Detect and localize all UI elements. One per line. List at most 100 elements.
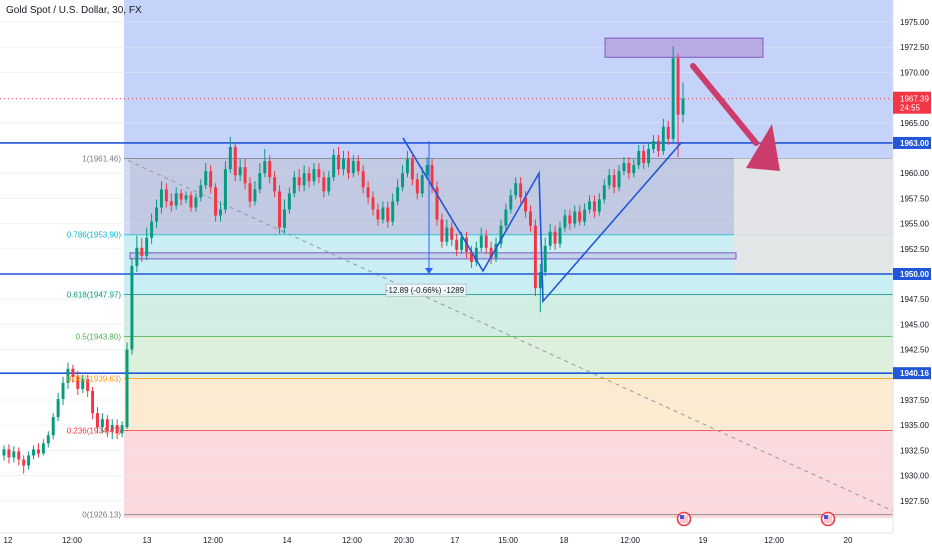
candle	[66, 362, 70, 389]
candle-body	[612, 175, 616, 188]
us-flag-icon	[820, 511, 836, 527]
candle	[509, 189, 513, 214]
candle-body	[22, 459, 26, 466]
time-tick-label: 15:00	[498, 536, 519, 545]
candle-body	[199, 185, 203, 198]
candle	[396, 179, 400, 206]
candle	[415, 173, 419, 200]
candle-body	[351, 161, 355, 174]
candle	[125, 342, 129, 430]
current-price-tag	[893, 91, 931, 114]
candle-body	[676, 58, 680, 115]
candle-body	[543, 245, 547, 272]
candle-body	[36, 449, 40, 454]
candle-body	[209, 171, 213, 188]
candle	[661, 118, 665, 156]
candle-body	[61, 382, 65, 399]
candle-body	[381, 207, 385, 220]
candle	[676, 54, 680, 158]
candle-body	[66, 368, 70, 383]
price-tick-label: 1942.50	[900, 346, 929, 355]
fib-label: 1(1961.46)	[82, 154, 121, 163]
candle-body	[32, 449, 35, 456]
candle-body	[666, 126, 670, 139]
price-tick-label: 1952.50	[900, 245, 929, 254]
candle-body	[233, 146, 237, 176]
candle	[238, 159, 242, 182]
candle	[440, 213, 444, 248]
candle	[425, 157, 429, 180]
candle	[150, 213, 154, 244]
candle	[484, 229, 488, 254]
fib-zone	[124, 430, 893, 518]
candle-body	[76, 376, 80, 389]
candle-body	[617, 171, 621, 188]
candle	[597, 193, 601, 216]
candle	[253, 181, 257, 206]
candle-body	[164, 189, 168, 202]
candle	[356, 155, 360, 176]
candle	[159, 181, 163, 214]
candle	[17, 447, 21, 466]
candle	[155, 199, 159, 228]
candle-body	[120, 425, 124, 434]
measure-arrowhead	[425, 267, 433, 274]
candle	[332, 149, 336, 182]
candle-body	[27, 455, 31, 466]
candle	[666, 120, 670, 145]
time-tick-label: 12:00	[203, 536, 224, 545]
candle	[105, 415, 109, 438]
candle	[199, 179, 203, 202]
candle-body	[647, 149, 651, 164]
candle-body	[342, 159, 345, 170]
candle-body	[484, 235, 488, 248]
candle-body	[681, 98, 685, 115]
candle	[194, 193, 198, 212]
fib-label: 0.786(1953.90)	[67, 231, 122, 240]
candle	[371, 191, 375, 216]
candle	[533, 219, 537, 297]
zigzag-pattern	[402, 137, 682, 304]
time-tick-label: 18	[560, 536, 569, 545]
candle-body	[489, 247, 493, 258]
candle-body	[509, 195, 513, 210]
fib-label: 0(1926.13)	[82, 511, 121, 520]
candle	[110, 419, 114, 440]
candle	[307, 167, 311, 188]
price-tick-label: 1975.00	[900, 18, 929, 27]
candle-body	[145, 237, 149, 256]
candle-body	[524, 197, 528, 212]
projection-box	[734, 158, 893, 274]
candle	[204, 163, 208, 190]
measure-label: -12.89 (-0.66%) -1289	[386, 286, 465, 295]
candle	[656, 134, 660, 158]
candle-body	[317, 169, 321, 178]
level-price-tag	[893, 136, 931, 149]
candle	[268, 155, 272, 184]
price-tick-label: 1957.50	[900, 194, 929, 203]
candle-body	[194, 197, 198, 208]
candle-body	[258, 173, 262, 190]
candle	[7, 444, 11, 464]
candle	[351, 155, 355, 178]
countdown-label: 24:55	[900, 104, 921, 113]
candle	[71, 364, 75, 383]
price-tick-label: 1937.50	[900, 396, 929, 405]
fib-zone	[124, 336, 893, 379]
candle	[302, 165, 306, 192]
candle-body	[56, 398, 60, 418]
fib-label: 0.5(1943.80)	[76, 332, 122, 341]
candle	[391, 193, 395, 226]
price-tick-label: 1965.00	[900, 119, 929, 128]
time-tick-label: 19	[699, 536, 708, 545]
candle	[420, 167, 424, 198]
candle	[263, 149, 267, 178]
candle-body	[71, 368, 75, 377]
candle-body	[91, 390, 95, 414]
candle	[588, 195, 591, 214]
candle-body	[115, 425, 119, 434]
candle	[592, 195, 596, 218]
candle	[140, 237, 144, 262]
